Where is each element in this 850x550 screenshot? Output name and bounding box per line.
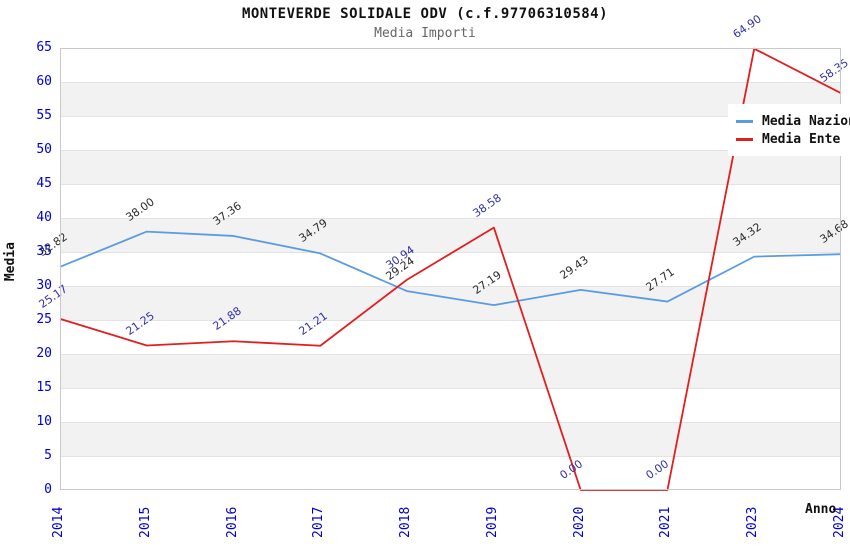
plot-band: [60, 82, 841, 116]
gridline: [60, 388, 841, 389]
x-tick-label: 2017: [311, 506, 327, 538]
y-tick-label: 60: [36, 74, 52, 89]
legend: Media Nazionale Media Ente: [728, 104, 850, 156]
x-tick-label: 2020: [571, 506, 587, 538]
plot-band: [60, 354, 841, 388]
y-tick-label: 15: [36, 380, 52, 395]
x-tick-label: 2021: [658, 506, 674, 538]
legend-label: Media Ente: [762, 131, 841, 147]
legend-item: Media Nazionale: [736, 113, 850, 129]
plot-band: [60, 286, 841, 320]
y-tick-label: 25: [36, 312, 52, 327]
y-tick-label: 50: [36, 142, 52, 157]
series-line-media-ente: [59, 47, 842, 491]
legend-label: Media Nazionale: [762, 113, 850, 129]
y-tick-label: 30: [36, 278, 52, 293]
plot-band: [60, 150, 841, 184]
y-tick-label: 5: [44, 448, 52, 463]
plot-band: [60, 422, 841, 456]
x-tick-label: 2014: [51, 506, 66, 538]
gridline: [60, 456, 841, 457]
gridline: [60, 184, 841, 185]
gridline: [60, 422, 841, 423]
x-tick-label: 2023: [745, 506, 761, 538]
y-tick-label: 20: [36, 346, 52, 361]
x-tick-label: 2019: [484, 506, 500, 538]
plot-area: Media Nazionale Media Ente: [59, 47, 850, 491]
line-series-svg: [59, 47, 842, 491]
gridline: [60, 252, 841, 253]
x-tick-label: 2016: [224, 506, 240, 538]
y-tick-label: 10: [36, 414, 52, 429]
chart-subtitle: Media Importi: [374, 26, 476, 41]
legend-swatch-icon: [736, 137, 753, 141]
gridline: [60, 218, 841, 219]
gridline: [60, 150, 841, 151]
gridline: [60, 320, 841, 321]
y-tick-label: 45: [36, 176, 52, 191]
y-tick-label: 40: [36, 210, 52, 225]
y-tick-label: 65: [36, 40, 52, 55]
gridline: [60, 116, 841, 117]
x-tick-label: 2015: [137, 506, 153, 538]
x-tick-label: 2018: [398, 506, 414, 538]
plot-band: [60, 218, 841, 252]
y-tick-label: 35: [36, 244, 52, 259]
legend-swatch-icon: [736, 119, 753, 123]
legend-item: Media Ente: [736, 131, 850, 147]
y-tick-label: 55: [36, 108, 52, 123]
gridline: [60, 82, 841, 83]
gridline: [60, 354, 841, 355]
y-tick-label: 0: [44, 482, 52, 497]
series-line-media-nazionale: [59, 230, 842, 307]
x-axis-label: Anno: [805, 502, 837, 517]
chart-title: MONTEVERDE SOLIDALE ODV (c.f.97706310584…: [241, 6, 609, 22]
gridline: [60, 286, 841, 287]
